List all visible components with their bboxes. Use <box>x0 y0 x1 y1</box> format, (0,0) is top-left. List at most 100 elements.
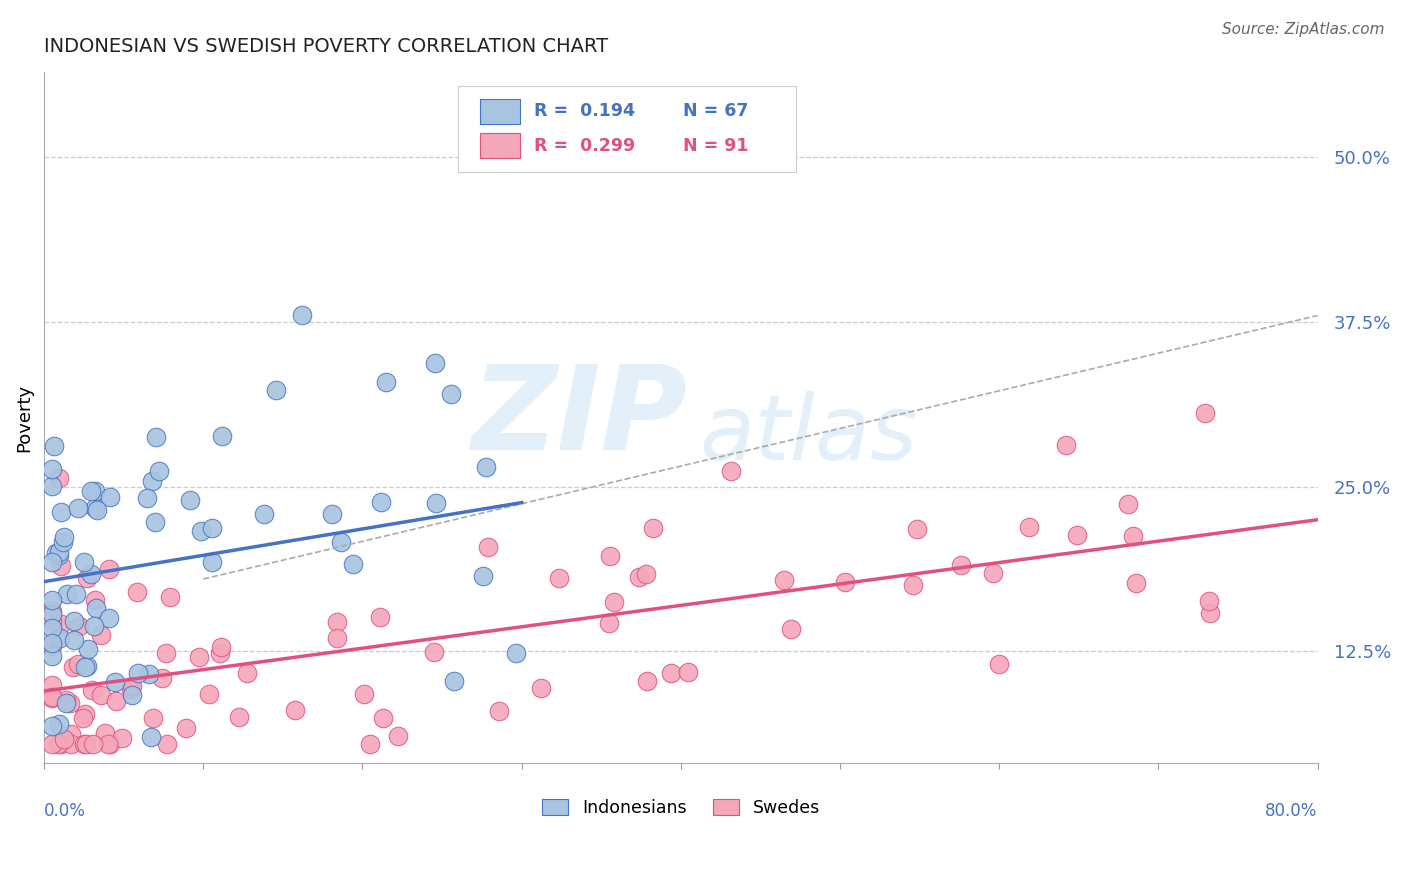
Point <box>188 649 211 664</box>
Point <box>603 595 626 609</box>
Text: ZIP: ZIP <box>471 360 688 475</box>
Point <box>284 703 307 717</box>
Text: R =  0.299: R = 0.299 <box>534 136 636 154</box>
Point <box>72 710 94 724</box>
Point <box>471 569 494 583</box>
Point <box>48 549 70 563</box>
Point <box>834 574 856 589</box>
Point <box>368 609 391 624</box>
Point <box>236 665 259 680</box>
Point <box>41 690 63 705</box>
Point <box>52 530 75 544</box>
FancyBboxPatch shape <box>479 133 520 158</box>
Point <box>127 585 149 599</box>
Point <box>76 572 98 586</box>
Point <box>82 737 104 751</box>
Point <box>52 731 75 746</box>
Point <box>73 737 96 751</box>
Point <box>373 711 395 725</box>
Point <box>174 721 197 735</box>
Point <box>67 619 90 633</box>
Point <box>145 430 167 444</box>
Point <box>49 632 72 646</box>
Text: atlas: atlas <box>699 391 917 479</box>
FancyBboxPatch shape <box>479 99 520 124</box>
Point <box>86 503 108 517</box>
Point <box>60 726 83 740</box>
Point <box>41 479 63 493</box>
Point <box>321 507 343 521</box>
Point <box>325 631 347 645</box>
Point <box>83 619 105 633</box>
Point <box>1198 594 1220 608</box>
Point <box>60 737 83 751</box>
Point <box>905 522 928 536</box>
Point <box>266 384 288 398</box>
Point <box>51 737 73 751</box>
Text: N = 91: N = 91 <box>683 136 749 154</box>
Point <box>62 660 84 674</box>
Point <box>90 688 112 702</box>
Point <box>440 387 463 401</box>
Point <box>1116 498 1139 512</box>
Point <box>65 587 87 601</box>
Point <box>98 610 121 624</box>
Legend: Indonesians, Swedes: Indonesians, Swedes <box>536 792 827 824</box>
Point <box>636 567 658 582</box>
Point <box>201 521 224 535</box>
Point <box>104 674 127 689</box>
Point <box>75 706 97 721</box>
Point <box>41 461 63 475</box>
Point <box>627 570 650 584</box>
Point <box>179 492 201 507</box>
Point <box>360 737 382 751</box>
Point <box>148 465 170 479</box>
Text: N = 67: N = 67 <box>683 103 749 120</box>
Point <box>63 633 86 648</box>
Text: INDONESIAN VS SWEDISH POVERTY CORRELATION CHART: INDONESIAN VS SWEDISH POVERTY CORRELATIO… <box>44 37 609 56</box>
Point <box>208 646 231 660</box>
Point <box>48 471 70 485</box>
Point <box>41 690 63 704</box>
Point <box>41 604 63 618</box>
Point <box>41 614 63 628</box>
Point <box>443 673 465 688</box>
Point <box>291 308 314 322</box>
Point <box>190 524 212 539</box>
FancyBboxPatch shape <box>458 86 796 172</box>
Point <box>209 640 232 655</box>
Point <box>143 515 166 529</box>
Point <box>661 665 683 680</box>
Text: 0.0%: 0.0% <box>44 802 86 820</box>
Point <box>59 696 82 710</box>
Point <box>636 674 658 689</box>
Point <box>1066 528 1088 542</box>
Point <box>76 659 98 673</box>
Point <box>548 571 571 585</box>
Point <box>104 694 127 708</box>
Point <box>66 657 89 672</box>
Point <box>1199 607 1222 621</box>
Point <box>330 534 353 549</box>
Text: Source: ZipAtlas.com: Source: ZipAtlas.com <box>1222 22 1385 37</box>
Point <box>55 696 77 710</box>
Point <box>80 483 103 498</box>
Point <box>641 521 664 535</box>
Point <box>49 558 72 573</box>
Point <box>505 646 527 660</box>
Point <box>138 667 160 681</box>
Point <box>987 657 1010 672</box>
Point <box>155 647 177 661</box>
Point <box>83 593 105 607</box>
Point <box>981 566 1004 580</box>
Point <box>76 641 98 656</box>
Point <box>94 726 117 740</box>
Point <box>599 549 621 563</box>
Point <box>55 693 77 707</box>
Point <box>720 464 742 478</box>
Point <box>41 649 63 664</box>
Point <box>73 555 96 569</box>
Point <box>127 666 149 681</box>
Point <box>159 590 181 604</box>
Point <box>41 678 63 692</box>
